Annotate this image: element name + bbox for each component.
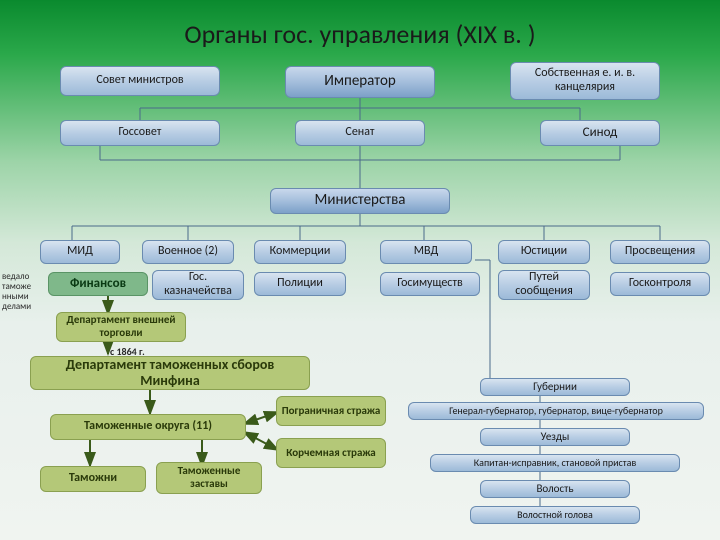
node-gubernii: Губернии — [480, 378, 630, 396]
node-uezdy: Уезды — [480, 428, 630, 446]
node-imperator: Император — [285, 66, 435, 98]
node-kommercii: Коммерции — [254, 240, 346, 264]
side-note-finansov: ведало таможе нными делами — [2, 272, 42, 312]
node-dept-vnesh-torgovli: Департамент внешней торговли — [56, 312, 186, 342]
node-gossovet: Госсовет — [60, 120, 220, 146]
node-senat: Сенат — [295, 120, 425, 146]
node-korchem-strazha: Корчемная стража — [276, 438, 386, 468]
node-kaznach: Гос. казначейства — [152, 270, 244, 300]
node-gubernator: Генерал-губернатор, губернатор, вице-губ… — [408, 402, 704, 420]
node-golova: Волостной голова — [470, 506, 640, 524]
node-ispravnik: Капитан-исправник, становой пристав — [430, 454, 680, 472]
node-putey: Путей сообщения — [498, 270, 590, 300]
node-prosvesheniya: Просвещения — [610, 240, 710, 264]
node-policii: Полиции — [254, 272, 346, 296]
node-volost: Волость — [480, 480, 630, 498]
node-gosimushestv: Госимуществ — [380, 272, 480, 296]
node-goskontrolya: Госконтроля — [610, 272, 710, 296]
node-tamozh-okruga: Таможенные округа (11) — [50, 414, 246, 440]
node-sinod: Синод — [540, 120, 660, 146]
node-sovet-ministrov: Совет министров — [60, 66, 220, 96]
node-yusticii: Юстиции — [498, 240, 590, 264]
page-title: Органы гос. управления (XIX в. ) — [0, 0, 720, 50]
node-tamozhni: Таможни — [40, 466, 146, 492]
node-ministerstva: Министерства — [270, 188, 450, 214]
node-finansov: Финансов — [48, 272, 148, 296]
node-pogran-strazha: Пограничная стража — [276, 396, 386, 426]
node-kancelyariya: Собственная е. и. в. канцелярия — [510, 62, 660, 100]
node-mvd: МВД — [380, 240, 472, 264]
node-dept-tamozh-sborov: Департамент таможенных сборов Минфина — [30, 356, 310, 390]
node-voennoe: Военное (2) — [142, 240, 234, 264]
node-zastavy: Таможенные заставы — [156, 462, 262, 494]
node-mid: МИД — [40, 240, 120, 264]
